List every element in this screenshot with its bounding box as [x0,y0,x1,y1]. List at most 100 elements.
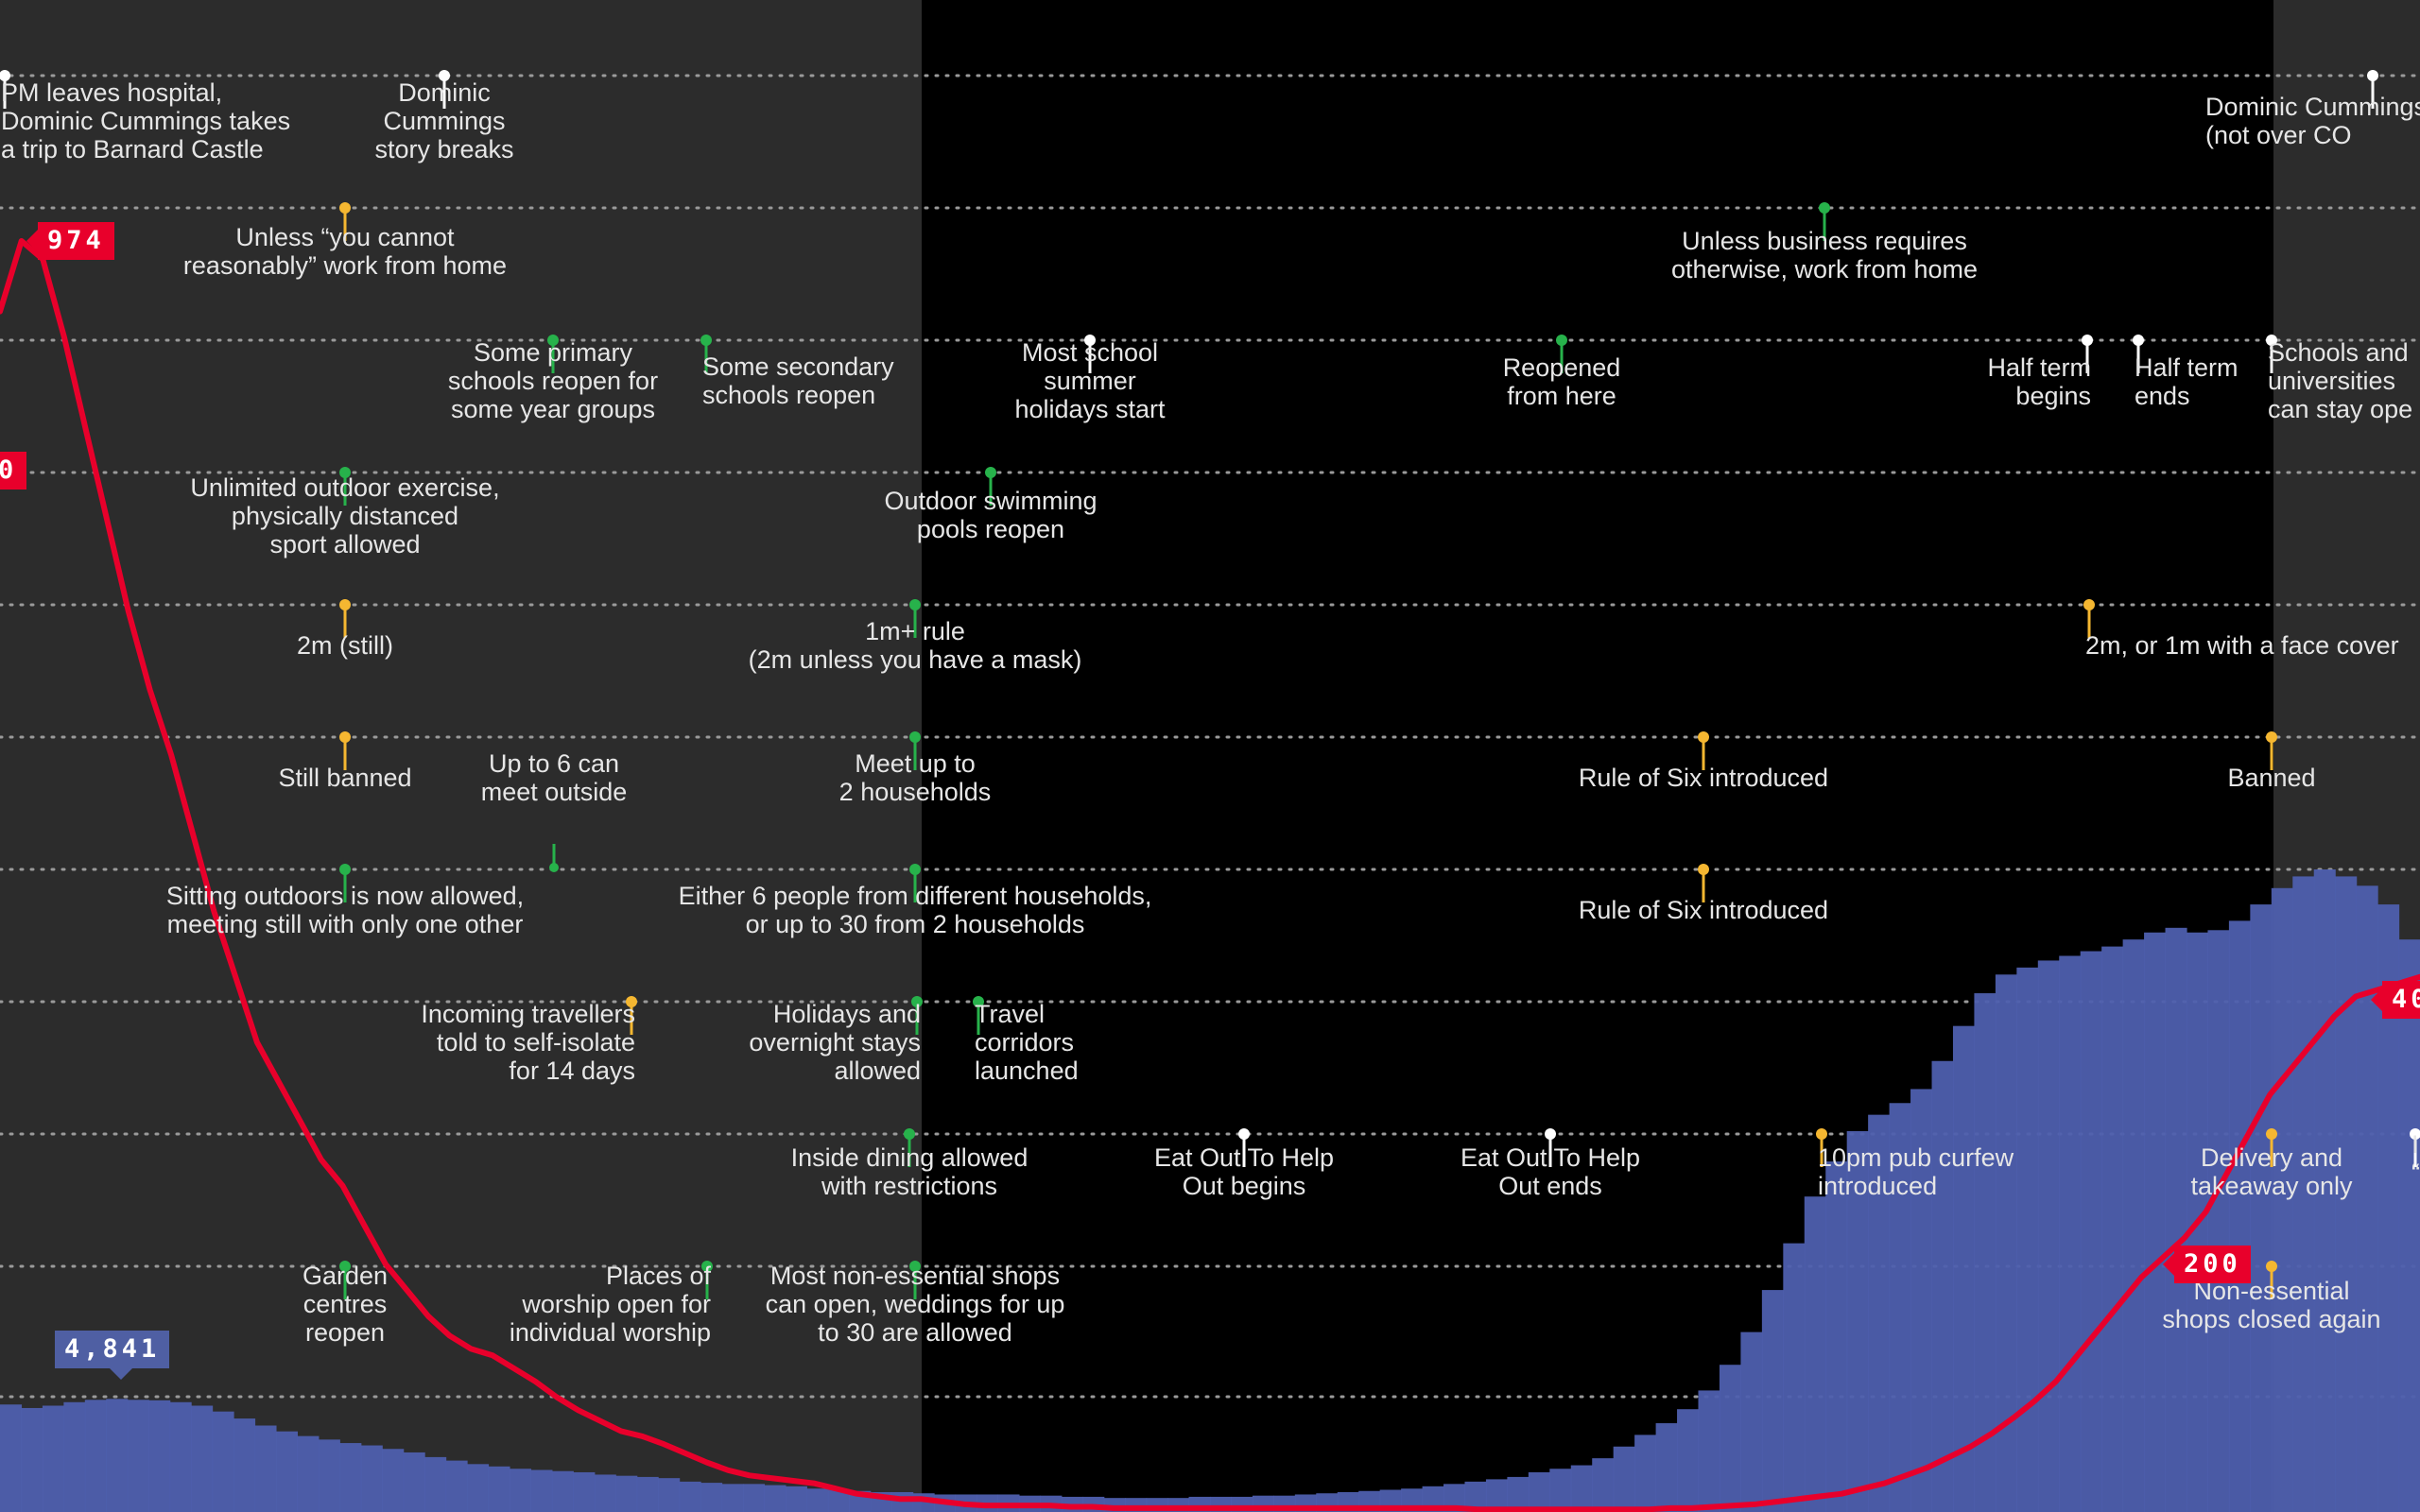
pin-head [549,863,559,872]
cases-bar [169,1401,192,1512]
annotation-33: I “Su [2411,1130,2420,1187]
cases-bar [1783,1243,1806,1512]
cases-bar [573,1471,596,1512]
cases-bar [2335,876,2358,1512]
cases-bar [1485,1479,1508,1512]
cases-bar [721,1484,744,1512]
annotation-2: Dominic Cummings (not over CO [2205,93,2420,149]
cases-bar [1613,1446,1635,1512]
pin-head [2266,335,2277,346]
cases-bar [2122,939,2145,1512]
pin-head [2266,1128,2277,1140]
annotation-30: Eat Out To Help Out ends [1460,1143,1641,1200]
cases-bar [594,1474,616,1512]
cases-bar [1634,1435,1657,1512]
pin-head [339,864,351,875]
annotation-8: Reopened from here [1502,353,1621,410]
annotation-28: Inside dining allowed with restrictions [790,1143,1028,1200]
cases-bar [1974,993,1996,1512]
pin-head [2367,70,2378,81]
cases-bar [1698,1390,1720,1512]
cases-bar [1549,1469,1572,1512]
cases-bar [1507,1476,1530,1512]
cases-bar [636,1476,659,1512]
cases-bar [1995,974,2017,1512]
pin-head [904,1128,915,1140]
cases-bar [1931,1060,1954,1512]
pin-head [2410,1128,2420,1140]
annotation-34: Garden centres reopen [302,1262,389,1347]
pin-head [439,70,450,81]
cases-bar [21,1407,43,1512]
cases-bar [2037,960,2060,1512]
pin-head [1698,731,1709,743]
pin-head [2083,599,2095,610]
cases-bar [63,1401,86,1512]
cases-area [0,869,2420,1512]
annotation-24: Rule of Six introduced [1578,896,1829,924]
value-tag-cases-peak: 4,841 [55,1331,170,1368]
pin-head [339,467,351,478]
cases-bar [424,1456,447,1512]
tag-pointer [26,230,38,252]
annotation-19: Meet up to 2 households [838,749,992,806]
cases-bar [1570,1465,1593,1512]
cases-bar [297,1435,320,1512]
cases-bar [212,1411,234,1512]
annotation-23: Either 6 people from different household… [678,882,1152,938]
cases-bar [2398,939,2420,1512]
cases-bar [1592,1458,1615,1512]
cases-bar [891,1491,914,1512]
pin-head [909,731,921,743]
cases-bar [127,1400,149,1512]
pin-head [626,996,637,1007]
annotation-25: Incoming travellers told to self-isolate… [421,1000,635,1085]
cases-bar [2228,920,2251,1512]
cases-bar [360,1445,383,1512]
cases-bar [1910,1089,1933,1512]
pin-head [1084,335,1096,346]
pin-head [547,335,559,346]
cases-bar [403,1452,425,1512]
annotation-5: Some primary schools reopen for some yea… [447,338,659,423]
cases-bar [679,1481,701,1512]
value-tag-deaths-cut: 0 [0,452,27,490]
annotation-3: Unless “you cannot reasonably” work from… [182,223,508,280]
cases-bar [191,1405,214,1512]
annotation-17: Still banned [278,764,412,792]
cases-bar [1528,1471,1550,1512]
pin-head [700,335,712,346]
cases-bar [530,1469,553,1512]
cases-bar [1677,1409,1700,1512]
cases-bar [2165,927,2187,1512]
annotation-7: Most school summer holidays start [1014,338,1166,423]
pin-head [909,1261,921,1272]
cases-bar [254,1425,277,1512]
cases-bar [2144,932,2167,1512]
cases-bar [1952,1025,1976,1512]
annotation-31: 10pm pub curfew introduced [1818,1143,2014,1200]
cases-bar [2207,930,2230,1512]
annotation-15: 1m+ rule (2m unless you have a mask) [748,617,1082,674]
pin-head [2133,335,2144,346]
cases-bar [509,1469,532,1512]
cases-bar [615,1475,638,1512]
cases-bar [785,1486,807,1512]
pin-head [0,70,10,81]
pin-head [1545,1128,1556,1140]
cases-bar [827,1489,850,1512]
pin-head [701,1261,713,1272]
pin-head [2082,335,2093,346]
cases-bar [1804,1196,1826,1512]
tag-pointer [2163,1253,2174,1276]
cases-bar [2356,885,2378,1512]
cases-bar [1464,1481,1487,1512]
cases-bar [1719,1365,1742,1512]
cases-bar [467,1464,490,1512]
cases-bar [1889,1103,1911,1512]
cases-bar [2292,876,2315,1512]
pin-head [973,996,984,1007]
annotation-29: Eat Out To Help Out begins [1153,1143,1335,1200]
annotation-27: Travel corridors launched [975,1000,1079,1085]
